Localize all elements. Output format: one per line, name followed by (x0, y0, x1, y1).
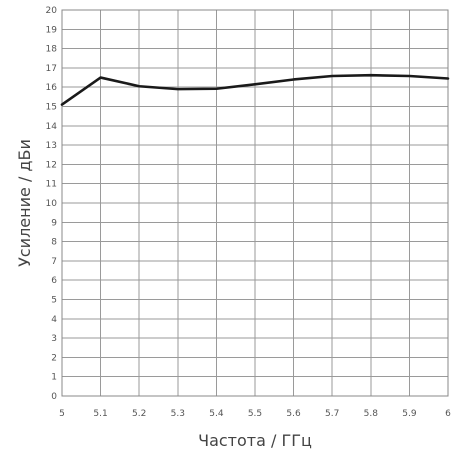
x-tick-label: 5.3 (171, 409, 185, 419)
x-tick-label: 5.7 (325, 409, 339, 419)
x-tick-label: 5.5 (248, 409, 262, 419)
x-tick-label: 5.4 (209, 409, 224, 419)
y-tick-label: 7 (51, 257, 57, 267)
x-tick-label: 5.6 (286, 409, 301, 419)
y-tick-label: 13 (46, 141, 57, 151)
y-tick-label: 19 (46, 25, 58, 35)
y-tick-label: 12 (46, 160, 57, 170)
x-tick-label: 5 (59, 409, 65, 419)
y-tick-label: 4 (51, 315, 57, 325)
x-axis-title: Частота / ГГц (198, 431, 312, 450)
y-tick-label: 20 (46, 6, 58, 16)
x-tick-label: 5.9 (402, 409, 417, 419)
grid-lines (61, 9, 449, 397)
y-tick-label: 10 (46, 199, 58, 209)
plot-frame (61, 9, 449, 397)
y-tick-label: 8 (51, 238, 57, 248)
x-tick-label: 6 (445, 409, 451, 419)
y-tick-label: 1 (51, 373, 57, 383)
y-tick-label: 18 (46, 45, 58, 55)
y-tick-label: 16 (46, 83, 58, 93)
x-tick-label: 5.8 (364, 409, 379, 419)
y-tick-label: 11 (46, 180, 57, 190)
data-series (60, 73, 450, 106)
y-tick-label: 14 (46, 122, 58, 132)
y-axis-title: Усиление / дБи (15, 139, 34, 267)
y-tick-label: 9 (51, 218, 57, 228)
y-tick-label: 17 (46, 64, 57, 74)
x-tick-label: 5.2 (132, 409, 146, 419)
y-tick-label: 2 (51, 353, 57, 363)
y-tick-label: 6 (51, 276, 57, 286)
y-tick-label: 0 (51, 392, 57, 402)
y-tick-label: 5 (51, 296, 57, 306)
y-tick-label: 3 (51, 334, 57, 344)
y-tick-label: 15 (46, 103, 57, 113)
x-tick-label: 5.1 (93, 409, 107, 419)
